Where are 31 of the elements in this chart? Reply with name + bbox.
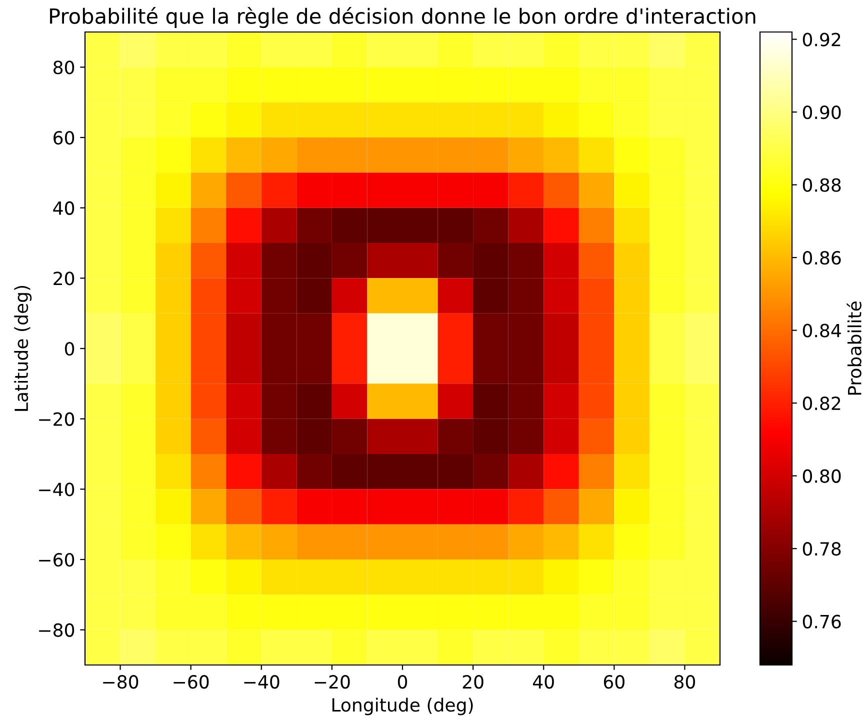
x-axis-title: Longitude (deg) <box>332 698 473 716</box>
y-tick-label: −40 <box>39 482 74 496</box>
y-tick-label: −60 <box>39 552 74 567</box>
y-tick-label: −20 <box>39 412 74 426</box>
x-tick-label: 20 <box>462 675 484 689</box>
color-bar-label: 0.86 <box>802 251 841 265</box>
x-tick-label: −20 <box>314 675 350 689</box>
color-bar-label: 0.78 <box>802 542 841 556</box>
x-tick-label: −60 <box>174 675 209 689</box>
color-bar-label: 0.90 <box>802 105 841 120</box>
x-tick-label: −80 <box>103 675 138 689</box>
x-tick-label: 80 <box>674 675 696 689</box>
color-bar-label: 0.88 <box>802 178 841 192</box>
color-bar-label: 0.80 <box>802 469 841 483</box>
x-tick-label: −40 <box>244 675 280 689</box>
y-tick-label: 0 <box>64 342 74 356</box>
color-bar-label: 0.76 <box>802 614 841 628</box>
x-tick-label: 0 <box>398 675 408 689</box>
y-tick-label: 80 <box>54 60 74 74</box>
color-bar-label: 0.92 <box>802 32 840 46</box>
y-tick-label: −80 <box>39 623 74 637</box>
y-tick-label: 20 <box>54 272 74 286</box>
color-bar-label: 0.82 <box>802 396 840 410</box>
y-tick-label: 60 <box>54 130 74 145</box>
x-tick-label: 40 <box>533 675 554 689</box>
color-bar-label: 0.84 <box>802 324 841 338</box>
y-tick-label: 40 <box>53 201 74 215</box>
chart-title: Probabilité que la règle de décision donne le bon ordre d'interaction <box>50 7 756 28</box>
x-tick-label: 60 <box>604 675 624 689</box>
y-axis-title: Latitude (deg) <box>14 286 32 411</box>
color-bar-title: Probabilité <box>846 302 862 395</box>
